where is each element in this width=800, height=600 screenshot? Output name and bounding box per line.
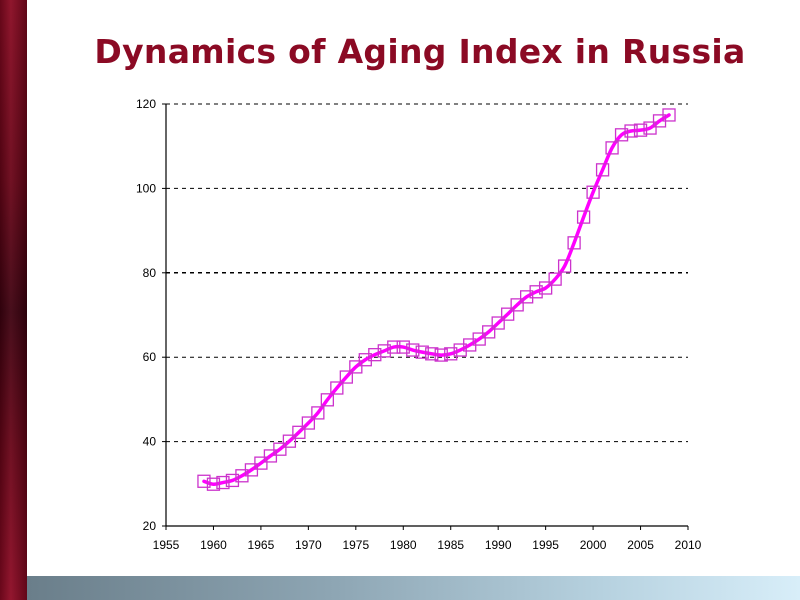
- square-marker: [301, 416, 316, 430]
- square-marker: [330, 381, 344, 395]
- x-axis-ticks: 1955 1960 1965 1970 1975 1980 1985 1990 1995 2000…: [153, 526, 702, 552]
- square-marker: [434, 348, 448, 362]
- square-marker: [254, 456, 268, 470]
- series-line: [202, 113, 671, 486]
- square-marker: [605, 141, 619, 155]
- square-marker: [292, 425, 306, 439]
- square-marker: [529, 285, 543, 299]
- square-marker: [425, 347, 439, 361]
- square-marker: [520, 290, 534, 304]
- data-series: [197, 108, 676, 491]
- x-tick-label: 2000: [580, 538, 607, 552]
- square-marker: [624, 124, 638, 138]
- square-marker: [225, 473, 240, 488]
- square-marker: [358, 353, 372, 367]
- square-marker: [339, 370, 353, 384]
- square-marker: [368, 348, 382, 362]
- square-marker: [576, 210, 591, 224]
- square-marker: [244, 463, 259, 477]
- y-tick-label: 40: [143, 435, 157, 449]
- x-tick-label: 1980: [390, 538, 417, 552]
- x-tick-label: 2010: [675, 538, 702, 552]
- square-marker: [567, 236, 581, 250]
- x-tick-label: 1985: [437, 538, 464, 552]
- square-marker: [633, 123, 648, 137]
- square-marker: [557, 259, 572, 273]
- x-tick-label: 1975: [342, 538, 369, 552]
- square-marker: [396, 340, 410, 354]
- square-marker: [197, 474, 211, 488]
- y-tick-label: 120: [136, 97, 156, 111]
- square-marker: [387, 340, 401, 354]
- x-tick-label: 1960: [200, 538, 227, 552]
- y-tick-label: 20: [143, 519, 157, 533]
- square-marker: [548, 272, 562, 286]
- y-tick-label: 60: [143, 350, 157, 364]
- y-tick-label: 100: [136, 181, 156, 195]
- square-marker: [311, 406, 325, 420]
- square-marker: [510, 298, 524, 312]
- square-marker: [415, 345, 429, 359]
- square-marker: [453, 343, 467, 357]
- square-marker: [586, 185, 600, 199]
- gridlines: [166, 103, 688, 443]
- axes: [165, 104, 688, 527]
- square-marker: [263, 449, 278, 463]
- x-tick-label: 1995: [532, 538, 559, 552]
- slide-title: Dynamics of Aging Index in Russia: [94, 32, 746, 71]
- square-marker: [320, 393, 334, 407]
- square-marker: [491, 316, 505, 330]
- x-tick-label: 1955: [153, 538, 180, 552]
- square-marker: [662, 108, 676, 122]
- square-marker: [206, 477, 221, 491]
- square-marker: [482, 325, 496, 339]
- bottom-decorative-bar: [27, 576, 800, 600]
- y-tick-label: 80: [143, 266, 157, 280]
- square-marker: [282, 434, 297, 448]
- x-tick-label: 1970: [295, 538, 322, 552]
- y-axis-ticks: 20 40 60 80 100 120: [136, 97, 166, 533]
- square-marker: [349, 360, 363, 374]
- square-marker: [643, 121, 657, 135]
- square-marker: [444, 347, 458, 361]
- square-marker: [406, 343, 420, 357]
- square-marker: [273, 442, 287, 456]
- square-marker: [472, 332, 486, 346]
- square-marker: [501, 307, 515, 321]
- square-marker: [595, 163, 610, 177]
- square-marker: [216, 475, 230, 490]
- x-tick-label: 2005: [627, 538, 654, 552]
- x-tick-label: 1965: [248, 538, 275, 552]
- left-decorative-bar: [0, 0, 27, 600]
- square-marker: [538, 281, 553, 295]
- square-marker: [614, 128, 629, 142]
- x-tick-label: 1990: [485, 538, 512, 552]
- square-marker: [377, 344, 391, 358]
